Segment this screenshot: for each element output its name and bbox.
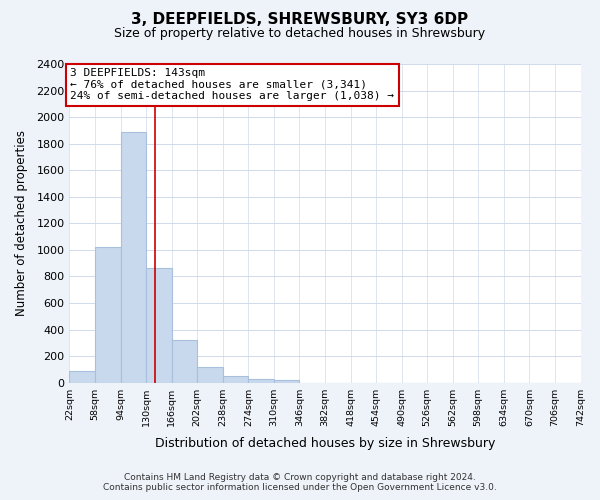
Y-axis label: Number of detached properties: Number of detached properties bbox=[15, 130, 28, 316]
X-axis label: Distribution of detached houses by size in Shrewsbury: Distribution of detached houses by size … bbox=[155, 437, 495, 450]
Bar bbox=[172, 340, 197, 382]
Text: 3, DEEPFIELDS, SHREWSBURY, SY3 6DP: 3, DEEPFIELDS, SHREWSBURY, SY3 6DP bbox=[131, 12, 469, 28]
Bar bbox=[197, 368, 223, 382]
Text: 3 DEEPFIELDS: 143sqm
← 76% of detached houses are smaller (3,341)
24% of semi-de: 3 DEEPFIELDS: 143sqm ← 76% of detached h… bbox=[70, 68, 394, 101]
Bar bbox=[121, 132, 146, 382]
Bar bbox=[223, 376, 248, 382]
Bar bbox=[274, 380, 299, 382]
Text: Size of property relative to detached houses in Shrewsbury: Size of property relative to detached ho… bbox=[115, 28, 485, 40]
Bar bbox=[248, 378, 274, 382]
Text: Contains HM Land Registry data © Crown copyright and database right 2024.
Contai: Contains HM Land Registry data © Crown c… bbox=[103, 473, 497, 492]
Bar bbox=[146, 268, 172, 382]
Bar bbox=[95, 247, 121, 382]
Bar bbox=[70, 370, 95, 382]
